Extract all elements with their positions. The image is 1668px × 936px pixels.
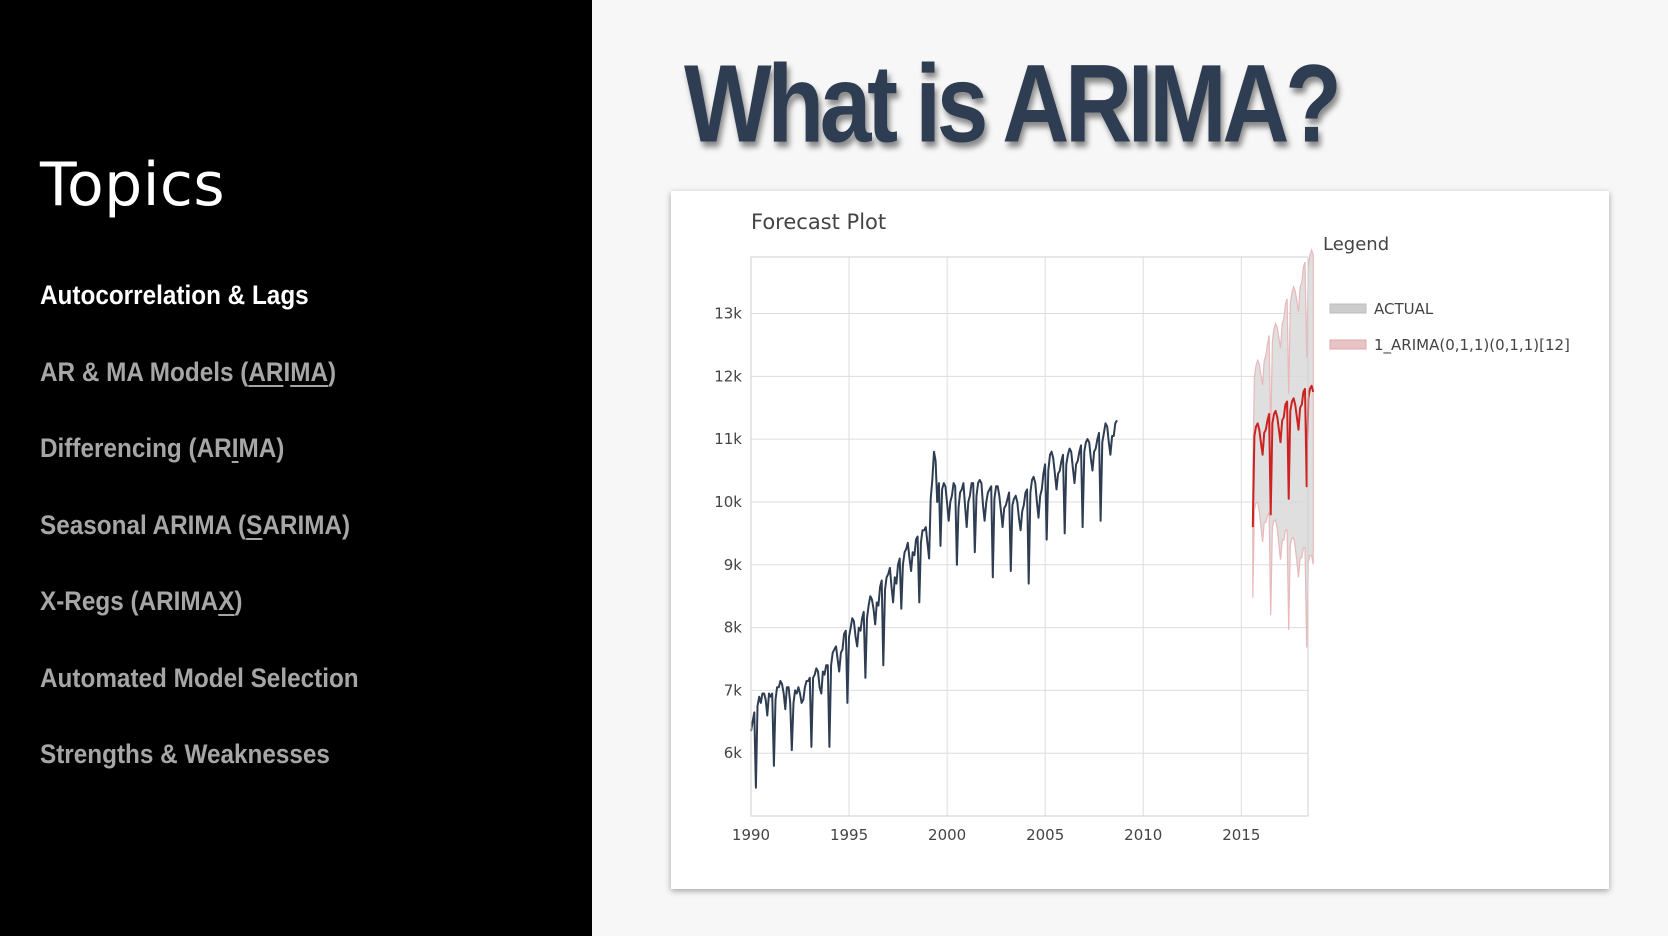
- legend-entry: ACTUAL: [1374, 300, 1434, 318]
- topic-item-text: ARIMA): [262, 509, 351, 540]
- legend-entry: 1_ARIMA(0,1,1)(0,1,1)[12]: [1374, 336, 1570, 355]
- topic-item-text: S: [246, 509, 263, 540]
- x-tick-label: 2000: [928, 826, 966, 844]
- topic-item: Strengths & Weaknesses: [40, 729, 359, 806]
- chart-title: Forecast Plot: [751, 210, 886, 234]
- topic-item-text: X-Regs (ARIMA: [40, 586, 219, 616]
- legend-title: Legend: [1323, 234, 1389, 255]
- x-tick-label: 2010: [1124, 826, 1162, 844]
- x-tick-label: 2015: [1222, 826, 1260, 844]
- topic-item-text: Automated Model Selection: [40, 662, 359, 693]
- axis-ticks: 1990 1995 2000 2005 2010 2015 6k 7k 8k 9k 10k 11k 12…: [714, 305, 1260, 844]
- plot-frame: [750, 256, 1309, 817]
- legend-swatch: [1329, 339, 1367, 350]
- topic-item: Automated Model Selection: [40, 653, 359, 730]
- y-tick-label: 10k: [714, 493, 742, 511]
- topics-title: Topics: [40, 150, 226, 220]
- topic-item-text: I: [231, 433, 239, 463]
- topic-item: X-Regs (ARIMAX): [40, 576, 359, 653]
- forecast-chart: Forecast Plot 1990 1995 2000 2005 2010 2015 6k…: [714, 210, 1570, 844]
- forecast-chart-card: Forecast Plot 1990 1995 2000 2005 2010 2015 6k…: [671, 191, 1609, 889]
- x-tick-label: 1995: [830, 826, 868, 844]
- y-tick-label: 8k: [724, 619, 743, 637]
- topic-item: Autocorrelation & Lags: [40, 270, 359, 347]
- y-tick-label: 13k: [714, 305, 742, 323]
- confidence-bands: [1252, 248, 1314, 648]
- y-tick-label: 7k: [724, 681, 743, 699]
- topic-item-text: MA: [290, 356, 329, 387]
- x-tick-label: 2005: [1026, 826, 1064, 844]
- topic-item-text: AR & MA Models (: [40, 356, 249, 387]
- y-tick-label: 12k: [714, 367, 742, 385]
- y-tick-label: 11k: [714, 430, 742, 448]
- topic-item-text: Strengths & Weaknesses: [40, 739, 330, 769]
- topic-item-text: ): [234, 586, 243, 616]
- topic-item-text: X: [218, 586, 235, 616]
- topic-list: Autocorrelation & Lags AR & MA Models (AR…: [40, 270, 394, 806]
- legend: ACTUAL 1_ARIMA(0,1,1)(0,1,1)[12]: [1329, 300, 1570, 355]
- topic-item: Differencing (ARIMA): [40, 423, 359, 500]
- topic-item-text: Seasonal ARIMA (: [40, 509, 247, 540]
- topic-item-text: AR: [248, 356, 284, 387]
- topic-item: Seasonal ARIMA (SARIMA): [40, 500, 359, 577]
- legend-swatch: [1329, 303, 1367, 314]
- topic-item-text: MA): [238, 433, 285, 463]
- topic-item-text: Differencing (AR: [40, 433, 232, 463]
- y-tick-label: 9k: [724, 556, 743, 574]
- x-tick-label: 1990: [732, 826, 770, 844]
- slide-title: What is ARIMA?: [684, 41, 1342, 166]
- grid: [750, 257, 1308, 816]
- forecast-series-line: [1251, 384, 1315, 528]
- topic-item-text: I: [283, 356, 291, 387]
- topic-item-text: Autocorrelation & Lags: [40, 280, 309, 310]
- sidebar: Topics Autocorrelation & Lags AR & MA Mod…: [0, 0, 592, 936]
- forecast-interval-band: [1252, 248, 1314, 648]
- series-layer: [750, 384, 1315, 789]
- y-tick-label: 6k: [724, 744, 743, 762]
- topic-item-text: ): [328, 356, 337, 387]
- topic-item: AR & MA Models (ARIMA): [40, 347, 359, 424]
- actual-series-line: [750, 419, 1118, 789]
